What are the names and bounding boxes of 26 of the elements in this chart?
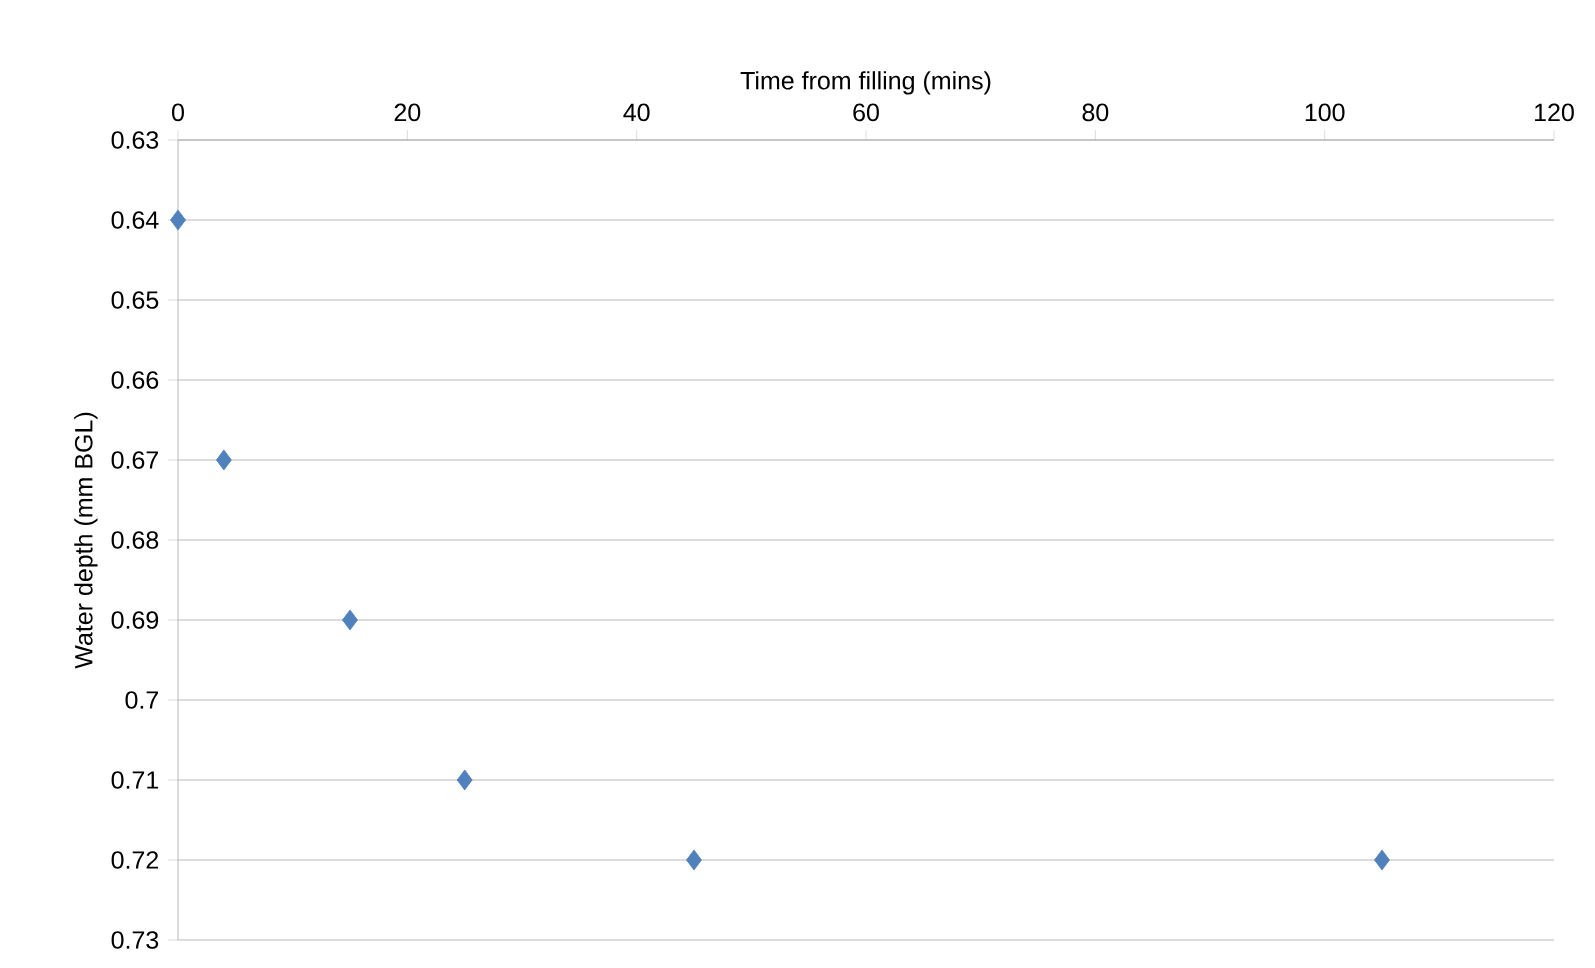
y-tick-label: 0.69 (111, 611, 159, 629)
point (456, 769, 473, 791)
y-tick-label: 0.72 (111, 851, 159, 869)
x-tick-label: 40 (623, 103, 650, 122)
x-tick-label: 60 (853, 103, 879, 122)
y-tick-label: 0.7 (125, 691, 159, 709)
y-tick-label: 0.65 (111, 291, 159, 309)
x-tick-label: 20 (394, 103, 421, 122)
y-tick-label: 0.67 (111, 451, 159, 469)
y-tick-label: 0.71 (111, 771, 159, 789)
y-tick-label: 0.64 (111, 211, 159, 229)
x-tick-label: 120 (1535, 103, 1574, 122)
point (215, 449, 232, 471)
point (686, 849, 702, 871)
x-tick-label: 0 (172, 103, 184, 122)
y-tick-label: 0.63 (111, 131, 159, 149)
y-tick-label: 0.73 (111, 931, 159, 949)
point (170, 209, 186, 231)
x-tick-label: 100 (1305, 103, 1345, 122)
y-tick-label: 0.68 (111, 531, 159, 549)
y-tick-label: 0.66 (111, 371, 159, 389)
y-axis-title: Water depth (mm BGL) (74, 412, 98, 669)
x-axis-title: Time from filling (mins) (740, 71, 991, 95)
point (342, 609, 358, 631)
x-tick-label: 80 (1082, 103, 1109, 122)
point (1374, 849, 1390, 871)
